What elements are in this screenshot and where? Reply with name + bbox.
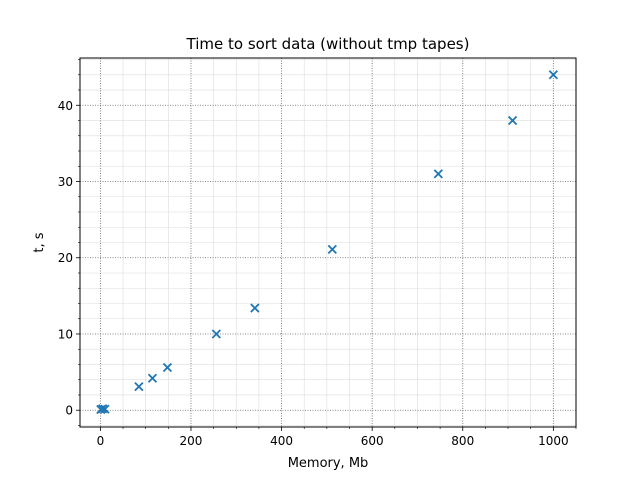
y-tick-label: 20 [58,251,73,265]
y-axis-label: t, s [32,232,47,252]
x-tick-label: 600 [361,434,384,448]
data-point [250,303,260,313]
y-tick-label: 10 [58,327,73,341]
tick-labels: 0 200 400 600 800 1000 0 10 20 30 40 [58,99,569,448]
data-point [162,362,173,373]
data-points [96,70,558,415]
data-point [211,329,221,339]
major-grid [80,58,576,427]
data-point [134,381,144,392]
x-axis-label: Memory, Mb [288,456,369,471]
data-point [433,169,443,179]
chart-title: Time to sort data (without tmp tapes) [186,35,470,53]
y-tick-label: 0 [65,404,73,418]
x-tick-label: 400 [270,434,293,448]
data-point [147,373,158,383]
y-tick-label: 30 [58,175,73,189]
data-point [98,404,108,414]
data-point [327,244,337,254]
x-tick-label: 1000 [538,434,569,448]
x-tick-label: 200 [180,434,203,448]
data-point [100,404,110,414]
x-tick-label: 800 [451,434,474,448]
x-tick-label: 0 [97,434,105,448]
data-point [548,70,558,80]
data-point [507,115,518,126]
y-tick-label: 40 [58,99,73,113]
minor-grid [80,58,577,427]
axis-ticks [76,59,577,431]
